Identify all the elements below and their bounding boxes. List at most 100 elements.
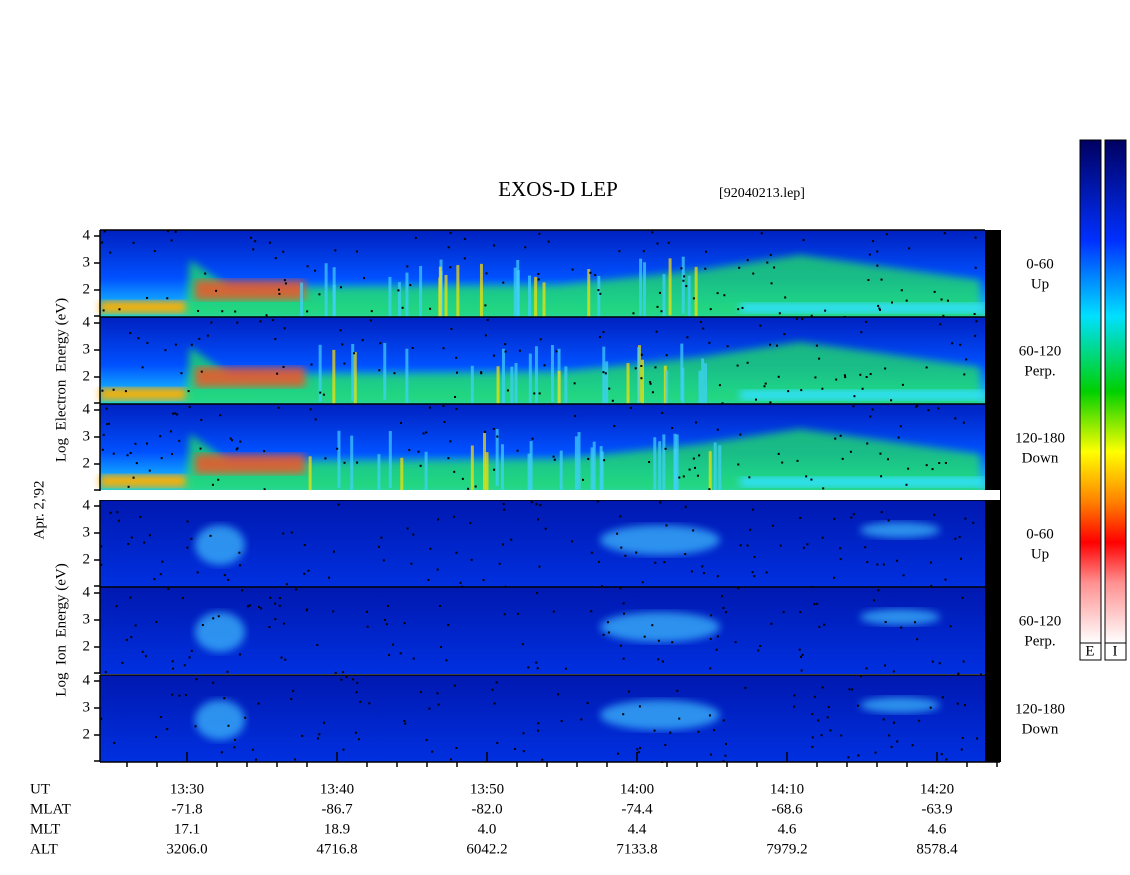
file-name: [92040213.lep] bbox=[719, 186, 805, 201]
noise bbox=[775, 344, 778, 347]
noise bbox=[693, 466, 696, 469]
noise bbox=[684, 505, 687, 508]
burst bbox=[388, 431, 392, 489]
noise bbox=[118, 308, 121, 311]
noise bbox=[379, 342, 382, 345]
noise bbox=[268, 626, 271, 629]
noise bbox=[752, 272, 755, 275]
noise bbox=[620, 546, 623, 549]
noise bbox=[425, 739, 428, 742]
burst bbox=[694, 266, 698, 324]
noise bbox=[580, 718, 583, 721]
noise bbox=[306, 608, 309, 611]
noise bbox=[764, 382, 767, 385]
noise bbox=[848, 688, 851, 691]
noise bbox=[805, 475, 808, 478]
noise bbox=[590, 551, 593, 554]
burst bbox=[332, 349, 336, 407]
noise bbox=[103, 230, 106, 233]
noise bbox=[564, 667, 567, 670]
noise bbox=[718, 384, 721, 387]
noise bbox=[197, 309, 200, 312]
ion-blob bbox=[860, 609, 940, 625]
noise bbox=[220, 751, 223, 754]
noise bbox=[513, 747, 516, 750]
noise bbox=[877, 304, 880, 307]
noise bbox=[954, 537, 957, 540]
noise bbox=[134, 442, 137, 445]
noise bbox=[751, 508, 754, 511]
noise bbox=[370, 310, 373, 313]
noise bbox=[954, 417, 957, 420]
ephemeris-name: MLT bbox=[30, 821, 60, 837]
noise bbox=[943, 232, 946, 235]
noise bbox=[682, 279, 685, 282]
noise bbox=[821, 686, 824, 689]
noise bbox=[437, 518, 440, 521]
noise bbox=[880, 278, 883, 281]
noise bbox=[129, 596, 132, 599]
colorbar-label: E bbox=[1085, 643, 1094, 659]
noise bbox=[586, 702, 589, 705]
noise bbox=[964, 517, 967, 520]
noise bbox=[496, 741, 499, 744]
noise bbox=[284, 658, 287, 661]
noise bbox=[759, 324, 762, 327]
noise bbox=[351, 678, 354, 681]
noise bbox=[455, 551, 458, 554]
noise bbox=[236, 447, 239, 450]
red-band bbox=[195, 367, 305, 387]
noise bbox=[137, 337, 140, 340]
noise bbox=[611, 399, 614, 402]
noise bbox=[793, 694, 796, 697]
noise bbox=[651, 231, 654, 234]
noise bbox=[186, 520, 189, 523]
noise bbox=[658, 291, 661, 294]
noise bbox=[965, 358, 968, 361]
noise bbox=[404, 722, 407, 725]
noise bbox=[882, 718, 885, 721]
noise bbox=[318, 733, 321, 736]
noise bbox=[770, 282, 773, 285]
noise bbox=[301, 734, 304, 737]
noise bbox=[343, 362, 346, 365]
noise bbox=[537, 518, 540, 521]
noise bbox=[766, 261, 769, 264]
noise bbox=[102, 309, 105, 312]
noise bbox=[664, 743, 667, 746]
noise bbox=[900, 626, 903, 629]
noise bbox=[283, 279, 286, 282]
ephemeris-name: UT bbox=[30, 781, 50, 797]
noise bbox=[102, 433, 105, 436]
burst bbox=[528, 353, 532, 411]
noise bbox=[455, 356, 458, 359]
ephemeris-value: 13:50 bbox=[470, 781, 504, 797]
noise bbox=[188, 656, 191, 659]
noise bbox=[130, 536, 133, 539]
noise bbox=[827, 706, 830, 709]
noise bbox=[587, 457, 590, 460]
axis-label: Log Electron Energy (eV) bbox=[53, 298, 69, 462]
noise bbox=[502, 543, 505, 546]
y-tick-label: 3 bbox=[83, 341, 91, 357]
ion-blob bbox=[600, 612, 720, 642]
noise bbox=[263, 450, 266, 453]
y-tick-label: 4 bbox=[83, 584, 91, 600]
noise bbox=[141, 366, 144, 369]
noise bbox=[467, 487, 470, 490]
noise bbox=[223, 574, 226, 577]
noise bbox=[217, 615, 220, 618]
burst bbox=[626, 363, 630, 421]
noise bbox=[751, 571, 754, 574]
noise bbox=[238, 653, 241, 656]
ephemeris-value: 8578.4 bbox=[916, 841, 958, 857]
noise bbox=[716, 635, 719, 638]
noise bbox=[455, 407, 458, 410]
ion-blob bbox=[195, 525, 245, 565]
spectrogram bbox=[100, 587, 985, 674]
noise bbox=[824, 309, 827, 312]
noise bbox=[849, 450, 852, 453]
burst bbox=[653, 437, 657, 495]
noise bbox=[450, 327, 453, 330]
ephemeris-value: 4.6 bbox=[778, 821, 797, 837]
